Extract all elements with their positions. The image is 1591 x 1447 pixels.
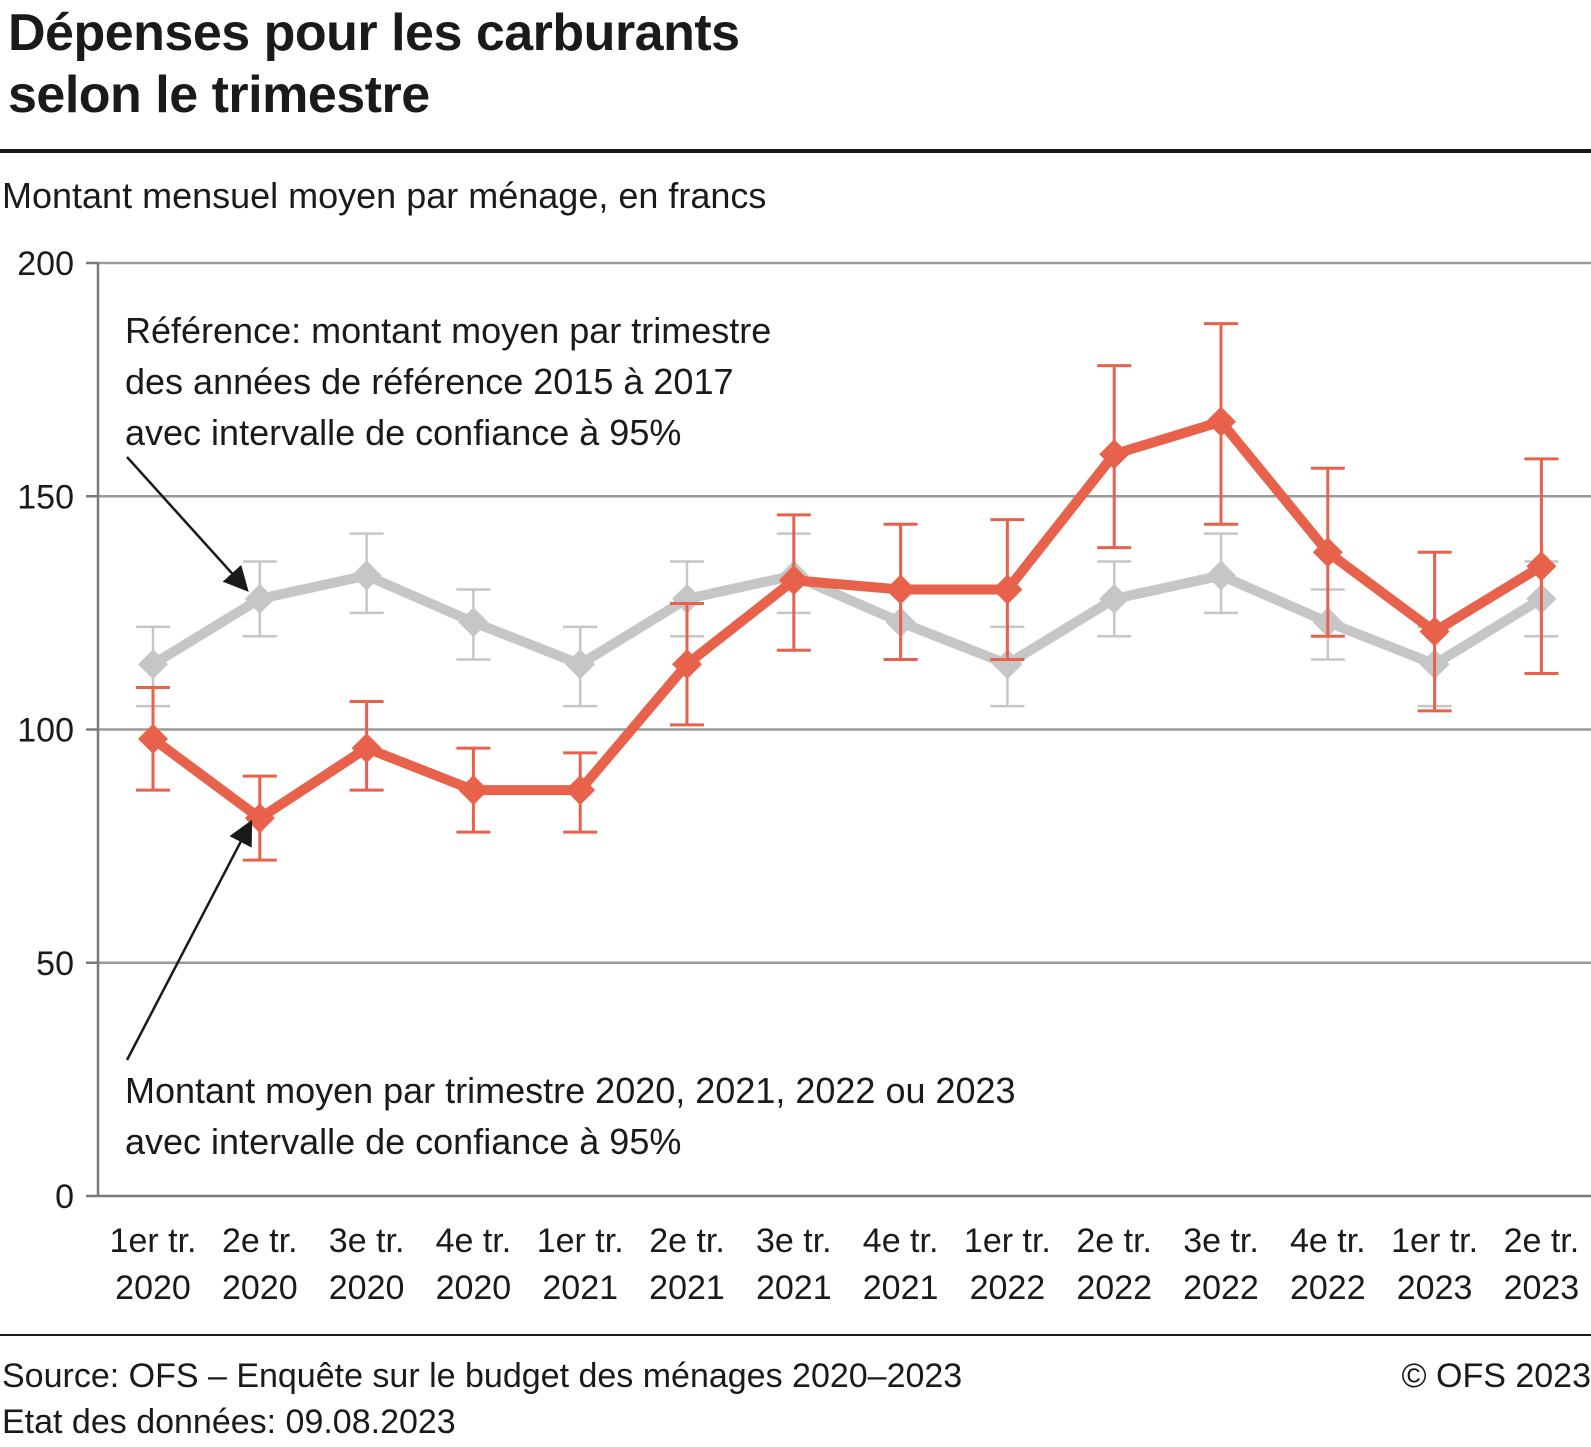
actual-point bbox=[1526, 551, 1557, 582]
actual-point bbox=[1206, 406, 1236, 437]
x-tick-label: 4e tr. bbox=[436, 1222, 512, 1260]
source-note: Source: OFS – Enquête sur le budget des … bbox=[2, 1357, 963, 1395]
actual-point bbox=[138, 723, 168, 754]
y-tick-label-150: 150 bbox=[17, 478, 74, 516]
title-rule bbox=[0, 149, 1591, 153]
chart-title: Dépenses pour les carburants selon le tr… bbox=[8, 2, 740, 126]
y-tick-label-100: 100 bbox=[17, 712, 74, 750]
x-tick-label-year: 2020 bbox=[436, 1269, 512, 1307]
reference-point bbox=[138, 649, 168, 680]
chart-plot: 0 50 100 150 200 1er tr. 2020 2e tr. 2020 3e tr. 2… bbox=[17, 245, 1591, 1307]
actual-point bbox=[778, 565, 809, 596]
x-tick-label: 3e tr. bbox=[756, 1222, 832, 1260]
actual-point bbox=[1099, 439, 1130, 470]
x-tick-label-year: 2023 bbox=[1397, 1269, 1473, 1307]
x-tick-label-year: 2022 bbox=[1183, 1269, 1259, 1307]
actual-point bbox=[1419, 616, 1450, 647]
x-tick-label-year: 2022 bbox=[1076, 1269, 1152, 1307]
reference-annotation-line: Référence: montant moyen par trimestre bbox=[125, 310, 771, 351]
x-tick-label-year: 2020 bbox=[329, 1269, 405, 1307]
chart-subtitle: Montant mensuel moyen par ménage, en fra… bbox=[2, 175, 767, 216]
y-tick-label-200: 200 bbox=[17, 245, 74, 283]
footer-rule bbox=[0, 1334, 1591, 1336]
y-tick-label-50: 50 bbox=[36, 945, 74, 983]
reference-annotation-arrow bbox=[126, 456, 249, 592]
actual-point bbox=[1312, 537, 1343, 568]
reference-point bbox=[1099, 583, 1130, 614]
x-tick-label: 1er tr. bbox=[964, 1222, 1051, 1260]
reference-annotation-line: avec intervalle de confiance à 95% bbox=[125, 412, 681, 453]
copyright-note: © OFS 2023 bbox=[1401, 1357, 1591, 1395]
data-date-note: Etat des données: 09.08.2023 bbox=[2, 1403, 456, 1441]
reference-point bbox=[565, 649, 596, 680]
actual-point bbox=[672, 649, 702, 680]
actual-point bbox=[885, 574, 916, 605]
x-tick-label-year: 2021 bbox=[863, 1269, 939, 1307]
x-tick-label: 2e tr. bbox=[649, 1222, 725, 1260]
reference-point bbox=[672, 583, 702, 614]
x-tick-label-year: 2020 bbox=[115, 1269, 191, 1307]
chart-title-line2: selon le trimestre bbox=[8, 66, 430, 124]
x-tick-label: 2e tr. bbox=[1504, 1222, 1580, 1260]
y-tick-label-0: 0 bbox=[55, 1178, 74, 1216]
x-tick-label-year: 2021 bbox=[649, 1269, 725, 1307]
x-tick-label: 2e tr. bbox=[222, 1222, 298, 1260]
x-tick-label: 3e tr. bbox=[1183, 1222, 1259, 1260]
reference-point bbox=[351, 560, 382, 591]
x-tick-label-year: 2021 bbox=[542, 1269, 618, 1307]
actual-point bbox=[458, 775, 489, 806]
actual-annotation-line: avec intervalle de confiance à 95% bbox=[125, 1121, 681, 1162]
x-tick-label: 3e tr. bbox=[329, 1222, 405, 1260]
reference-series-line bbox=[150, 570, 1545, 670]
reference-point bbox=[992, 649, 1023, 680]
reference-point bbox=[458, 607, 489, 638]
actual-point bbox=[244, 803, 275, 834]
x-tick-label: 4e tr. bbox=[1290, 1222, 1366, 1260]
actual-point bbox=[565, 775, 596, 806]
x-tick-label: 1er tr. bbox=[537, 1222, 624, 1260]
x-tick-label-year: 2020 bbox=[222, 1269, 298, 1307]
reference-point bbox=[1206, 560, 1236, 591]
reference-point bbox=[244, 583, 275, 614]
actual-annotation-arrow bbox=[125, 819, 253, 1061]
x-tick-label-year: 2023 bbox=[1504, 1269, 1580, 1307]
actual-annotation-line: Montant moyen par trimestre 2020, 2021, … bbox=[125, 1070, 1016, 1111]
x-tick-label-year: 2022 bbox=[1290, 1269, 1366, 1307]
x-tick-label: 4e tr. bbox=[863, 1222, 939, 1260]
actual-series-line bbox=[150, 416, 1545, 824]
x-tick-label: 2e tr. bbox=[1076, 1222, 1152, 1260]
actual-point bbox=[351, 733, 382, 764]
x-tick-label-year: 2022 bbox=[970, 1269, 1046, 1307]
x-tick-label: 1er tr. bbox=[110, 1222, 197, 1260]
x-tick-label-year: 2021 bbox=[756, 1269, 832, 1307]
x-tick-label: 1er tr. bbox=[1391, 1222, 1478, 1260]
reference-annotation-line: des années de référence 2015 à 2017 bbox=[125, 361, 733, 402]
chart-title-line1: Dépenses pour les carburants bbox=[8, 4, 740, 62]
actual-point bbox=[992, 574, 1023, 605]
